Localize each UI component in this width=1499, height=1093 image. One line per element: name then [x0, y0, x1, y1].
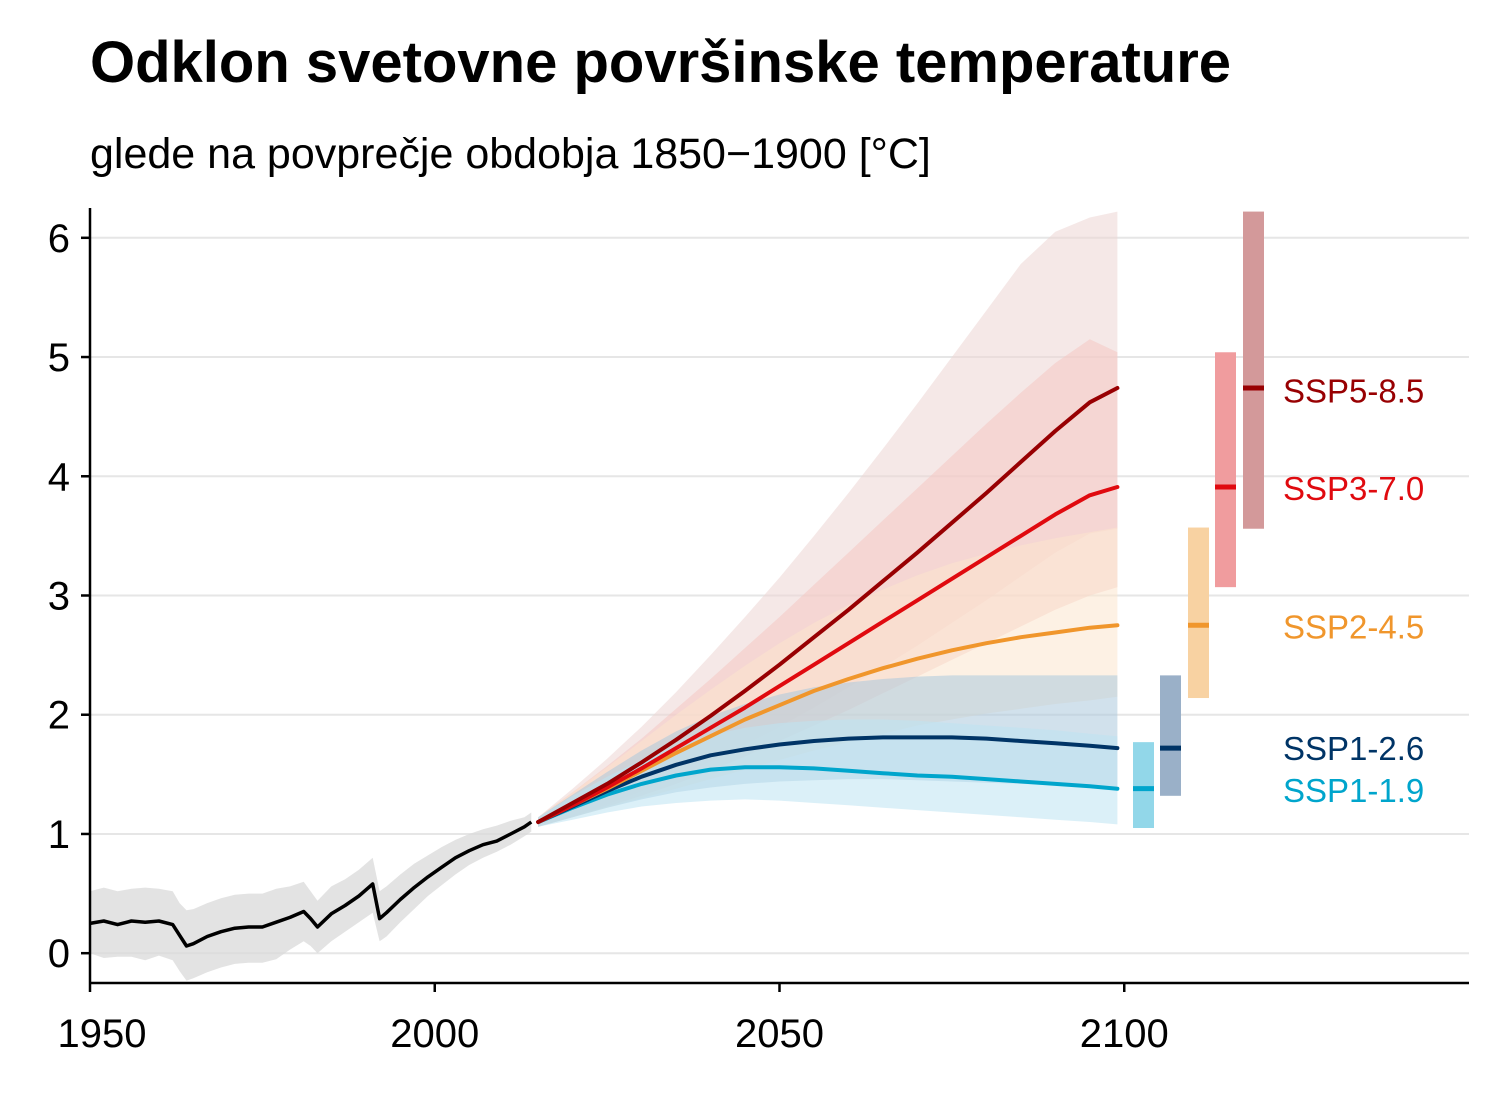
label-ssp2-4-5: SSP2-4.5 [1283, 609, 1424, 646]
y-ticks: 0 1 2 3 4 5 6 [48, 217, 90, 976]
label-ssp1-1-9: SSP1-1.9 [1283, 772, 1424, 809]
uncertainty-bands [90, 211, 1118, 981]
scenario-labels: SSP1-1.9 SSP1-2.6 SSP2-4.5 SSP3-7.0 SSP5-8.5 [1283, 372, 1424, 808]
historical-band [90, 812, 532, 981]
label-ssp1-2-6: SSP1-2.6 [1283, 730, 1424, 767]
y-tick-label-4: 4 [48, 455, 70, 499]
range-bar-ssp1-1-9 [1133, 742, 1154, 828]
line-ssp3-7-0 [536, 485, 1120, 824]
y-tick-label-1: 1 [48, 813, 70, 857]
y-tick-label-0: 0 [48, 932, 70, 976]
band-ssp3-7-0 [538, 339, 1118, 827]
x-ticks: 1950 2000 2050 2100 [58, 983, 1169, 1056]
x-tick-label-2050: 2050 [735, 1012, 824, 1056]
chart-subtitle: glede na povprečje obdobja 1850−1900 [°C… [90, 130, 931, 178]
x-tick-label-2000: 2000 [390, 1012, 479, 1056]
label-ssp3-7-0: SSP3-7.0 [1283, 470, 1424, 507]
chart-title: Odklon svetovne površinske temperature [90, 30, 1231, 95]
line-ssp5-8-5 [536, 386, 1120, 824]
range-bars-2100 [1133, 211, 1264, 828]
x-tick-label-2100: 2100 [1080, 1012, 1169, 1056]
range-bar-ssp3-7-0 [1215, 352, 1236, 588]
series-lines [89, 386, 1120, 948]
range-bar-ssp5-8-5 [1243, 211, 1264, 529]
y-tick-label-3: 3 [48, 575, 70, 619]
y-tick-label-2: 2 [48, 694, 70, 738]
y-tick-label-6: 6 [48, 217, 70, 261]
range-bar-ssp2-4-5 [1188, 527, 1209, 699]
historical-line [89, 820, 533, 948]
range-bar-ssp1-2-6 [1160, 675, 1181, 796]
line-ssp1-2-6 [536, 735, 1120, 824]
y-tick-label-5: 5 [48, 336, 70, 380]
x-tick-label-1950: 1950 [58, 1012, 147, 1056]
label-ssp5-8-5: SSP5-8.5 [1283, 372, 1424, 409]
band-ssp5-8-5 [538, 211, 1118, 827]
line-ssp1-1-9 [536, 765, 1120, 824]
